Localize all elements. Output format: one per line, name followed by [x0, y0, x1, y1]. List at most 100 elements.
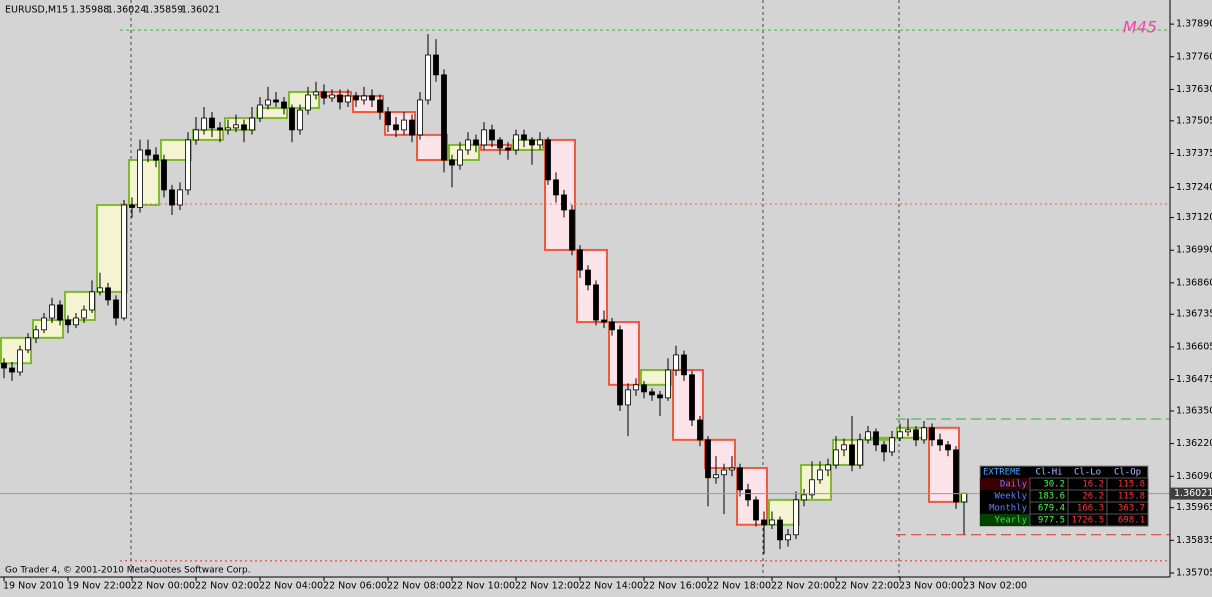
table-header: Cl-Hi: [1035, 468, 1062, 478]
table-row-label: Daily: [1000, 480, 1028, 490]
copyright: Go Trader 4, © 2001-2010 MetaQuotes Soft…: [5, 566, 251, 576]
candle-body: [665, 369, 671, 399]
candle-body: [241, 124, 247, 131]
candle-body: [441, 74, 447, 161]
group-box: [640, 369, 672, 386]
y-tick-label: 1.36860: [1176, 277, 1212, 288]
y-tick-label: 1.36605: [1176, 341, 1212, 352]
candle-body: [889, 437, 895, 453]
candle-body: [841, 444, 847, 451]
y-tick-label: 1.35705: [1176, 567, 1212, 578]
table-row-label: Yearly: [994, 516, 1027, 526]
y-tick-label: 1.37630: [1176, 84, 1212, 95]
group-box: [32, 319, 64, 339]
candle-body: [201, 117, 207, 131]
current-price-label: 1.36021: [1174, 488, 1212, 499]
candle-body: [385, 111, 391, 126]
candle-body: [185, 139, 191, 191]
candle-body: [801, 494, 807, 501]
table-value: 16.2: [1082, 480, 1104, 490]
table-row-label: Weekly: [994, 492, 1027, 502]
y-tick-label: 1.37760: [1176, 51, 1212, 62]
table-value: 115.8: [1118, 480, 1145, 490]
group-box: [896, 426, 928, 439]
candle-body: [809, 479, 815, 496]
candle-body: [641, 384, 647, 393]
candle-body: [257, 104, 263, 119]
candle-body: [513, 134, 519, 151]
y-tick-label: 1.36475: [1176, 374, 1212, 385]
candle-body: [97, 287, 103, 293]
candle-body: [281, 101, 287, 109]
x-tick-label: 22 Nov 14:00: [579, 581, 643, 592]
candle-body: [681, 354, 687, 376]
candle-body: [929, 427, 935, 441]
candle-body: [569, 209, 575, 251]
candle-body: [609, 321, 615, 331]
x-tick-label: 19 Nov 2010: [3, 581, 64, 592]
candle-body: [25, 337, 31, 351]
candle-body: [337, 94, 343, 103]
candle-body: [649, 391, 655, 396]
candle-body: [321, 91, 327, 99]
table-header: EXTREME: [983, 468, 1021, 478]
candle-body: [793, 499, 799, 536]
chart-title: EURUSD,M15: [5, 5, 68, 16]
candle-body: [161, 159, 167, 191]
x-tick-label: 22 Nov 00:00: [131, 581, 195, 592]
candle-body: [921, 427, 927, 441]
candle-body: [313, 91, 319, 96]
candle-body: [785, 534, 791, 541]
plot: [0, 29, 1170, 562]
candle-body: [425, 54, 431, 101]
candle-body: [849, 444, 855, 466]
y-tick-label: 1.37890: [1176, 19, 1212, 30]
candle-body: [777, 519, 783, 541]
candle-body: [17, 349, 23, 373]
candle-body: [937, 439, 943, 446]
candle-body: [753, 499, 759, 521]
group-box: [448, 143, 480, 162]
candle-body: [9, 367, 15, 373]
candle-body: [177, 189, 183, 206]
y-tick-label: 1.35835: [1176, 535, 1212, 546]
candle-body: [369, 95, 375, 101]
candle-body: [57, 304, 63, 321]
candle-body: [289, 107, 295, 131]
x-tick-label: 22 Nov 10:00: [451, 581, 515, 592]
y-tick-label: 1.37375: [1176, 148, 1212, 159]
group-box: [736, 466, 768, 526]
candle-body: [41, 317, 47, 331]
candle-body: [689, 374, 695, 421]
candle-body: [497, 139, 503, 149]
table-value: 166.3: [1077, 504, 1104, 514]
group-box: [608, 321, 640, 386]
candle-body: [865, 431, 871, 441]
x-tick-label: 22 Nov 20:00: [771, 581, 835, 592]
candle-body: [433, 54, 439, 76]
y-tick-label: 1.36220: [1176, 438, 1212, 449]
candle-body: [953, 449, 959, 503]
candle-body: [905, 429, 911, 433]
table-header: Cl-Lo: [1074, 468, 1101, 478]
y-tick-label: 1.36990: [1176, 245, 1212, 256]
y-tick-label: 1.35965: [1176, 502, 1212, 513]
table-value: 698.1: [1118, 516, 1145, 526]
table-cell: [1106, 513, 1149, 527]
candle-body: [633, 384, 639, 391]
candle-body: [713, 474, 719, 479]
candle-body: [745, 489, 751, 501]
candle-body: [137, 149, 143, 208]
candle-body: [329, 94, 335, 99]
table-value: 1726.5: [1071, 516, 1104, 526]
candle-body: [345, 95, 351, 103]
candle-body: [833, 449, 839, 466]
candle-body: [697, 419, 703, 441]
candle-body: [673, 354, 679, 371]
candle-body: [377, 99, 383, 113]
candle-body: [225, 127, 231, 131]
table-header: Cl-Op: [1114, 468, 1141, 478]
candle-body: [401, 119, 407, 131]
candle-body: [33, 329, 39, 339]
candle-body: [857, 439, 863, 466]
